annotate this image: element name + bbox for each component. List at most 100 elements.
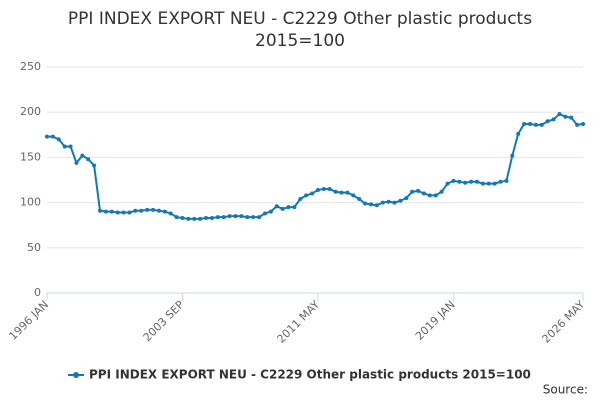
data-point — [533, 122, 538, 127]
data-point — [551, 117, 556, 122]
data-point — [486, 181, 491, 186]
x-tick-label: 1996 JAN — [6, 298, 51, 343]
data-point — [186, 216, 191, 221]
data-point — [127, 210, 132, 215]
data-point — [115, 210, 120, 215]
x-tick-label: 2019 JAN — [413, 298, 458, 343]
data-point — [162, 209, 167, 214]
data-point — [380, 200, 385, 205]
data-point — [145, 207, 150, 212]
data-point — [274, 204, 279, 209]
data-point — [445, 181, 450, 186]
chart-title: 2015=100 — [255, 31, 345, 51]
data-point — [510, 153, 515, 158]
y-tick-label: 50 — [27, 241, 41, 254]
source: Source: — [543, 383, 588, 397]
data-point — [333, 189, 338, 194]
data-point — [98, 208, 103, 213]
data-point — [339, 190, 344, 195]
y-tick-label: 100 — [20, 196, 41, 209]
data-point — [62, 144, 67, 149]
data-point — [168, 211, 173, 216]
data-point — [45, 134, 49, 139]
data-point — [463, 180, 468, 185]
data-point — [268, 209, 273, 214]
y-tick-label: 250 — [20, 60, 41, 73]
data-point — [374, 203, 379, 208]
data-point — [522, 121, 527, 126]
x-tick-label: 2026 MAY — [540, 298, 588, 346]
data-point — [286, 205, 291, 210]
data-point — [527, 121, 532, 126]
data-point — [345, 190, 350, 195]
data-point — [192, 216, 197, 221]
data-point — [498, 179, 503, 184]
data-point — [439, 189, 444, 194]
data-point — [50, 134, 55, 139]
data-point — [392, 200, 397, 205]
data-point — [239, 214, 244, 219]
data-point — [133, 208, 138, 213]
legend-marker — [73, 372, 79, 378]
data-point — [310, 191, 315, 196]
data-point — [421, 191, 426, 196]
data-point — [174, 215, 179, 220]
data-point — [327, 187, 332, 192]
data-point — [86, 157, 91, 162]
data-point — [245, 215, 250, 220]
data-point — [221, 215, 226, 220]
data-point — [74, 160, 79, 165]
data-point — [492, 181, 497, 186]
data-point — [539, 122, 544, 127]
data-point — [386, 199, 391, 204]
data-point — [363, 201, 368, 206]
data-point — [280, 206, 285, 211]
data-point — [204, 215, 209, 220]
data-point — [351, 193, 356, 198]
data-point — [156, 208, 161, 213]
chart-title: PPI INDEX EXPORT NEU - C2229 Other plast… — [68, 9, 532, 29]
data-point — [251, 215, 256, 220]
data-point — [357, 196, 362, 201]
data-point — [298, 196, 303, 201]
x-tick-label: 2011 MAY — [275, 298, 323, 346]
data-point — [368, 202, 373, 207]
data-point — [139, 208, 144, 213]
data-point — [80, 153, 85, 158]
data-point — [233, 214, 238, 219]
data-point — [581, 121, 585, 126]
data-point — [227, 214, 232, 219]
y-tick-label: 150 — [20, 150, 41, 163]
data-point — [56, 137, 61, 142]
data-point — [304, 193, 309, 198]
data-point — [121, 210, 126, 215]
data-point — [321, 187, 326, 192]
data-point — [180, 215, 185, 220]
data-point — [262, 211, 267, 216]
data-point — [469, 179, 474, 184]
data-point — [92, 163, 97, 168]
data-point — [410, 189, 415, 194]
data-point — [557, 112, 562, 117]
y-tick-label: 0 — [34, 286, 41, 299]
data-point — [315, 187, 320, 192]
data-point — [404, 196, 409, 201]
series-line — [47, 112, 584, 220]
data-point — [151, 207, 156, 212]
data-point — [209, 215, 214, 220]
y-tick-label: 200 — [20, 105, 41, 118]
data-point — [215, 215, 220, 220]
data-point — [516, 131, 521, 136]
data-point — [451, 178, 456, 183]
data-point — [109, 209, 114, 214]
data-point — [575, 122, 580, 127]
x-tick-label: 2003 SEP — [141, 298, 187, 344]
data-point — [504, 178, 509, 183]
data-point — [480, 181, 485, 186]
data-point — [433, 193, 438, 198]
data-point — [68, 144, 73, 149]
data-point — [198, 216, 203, 221]
data-point — [569, 115, 574, 120]
data-point — [563, 114, 568, 119]
